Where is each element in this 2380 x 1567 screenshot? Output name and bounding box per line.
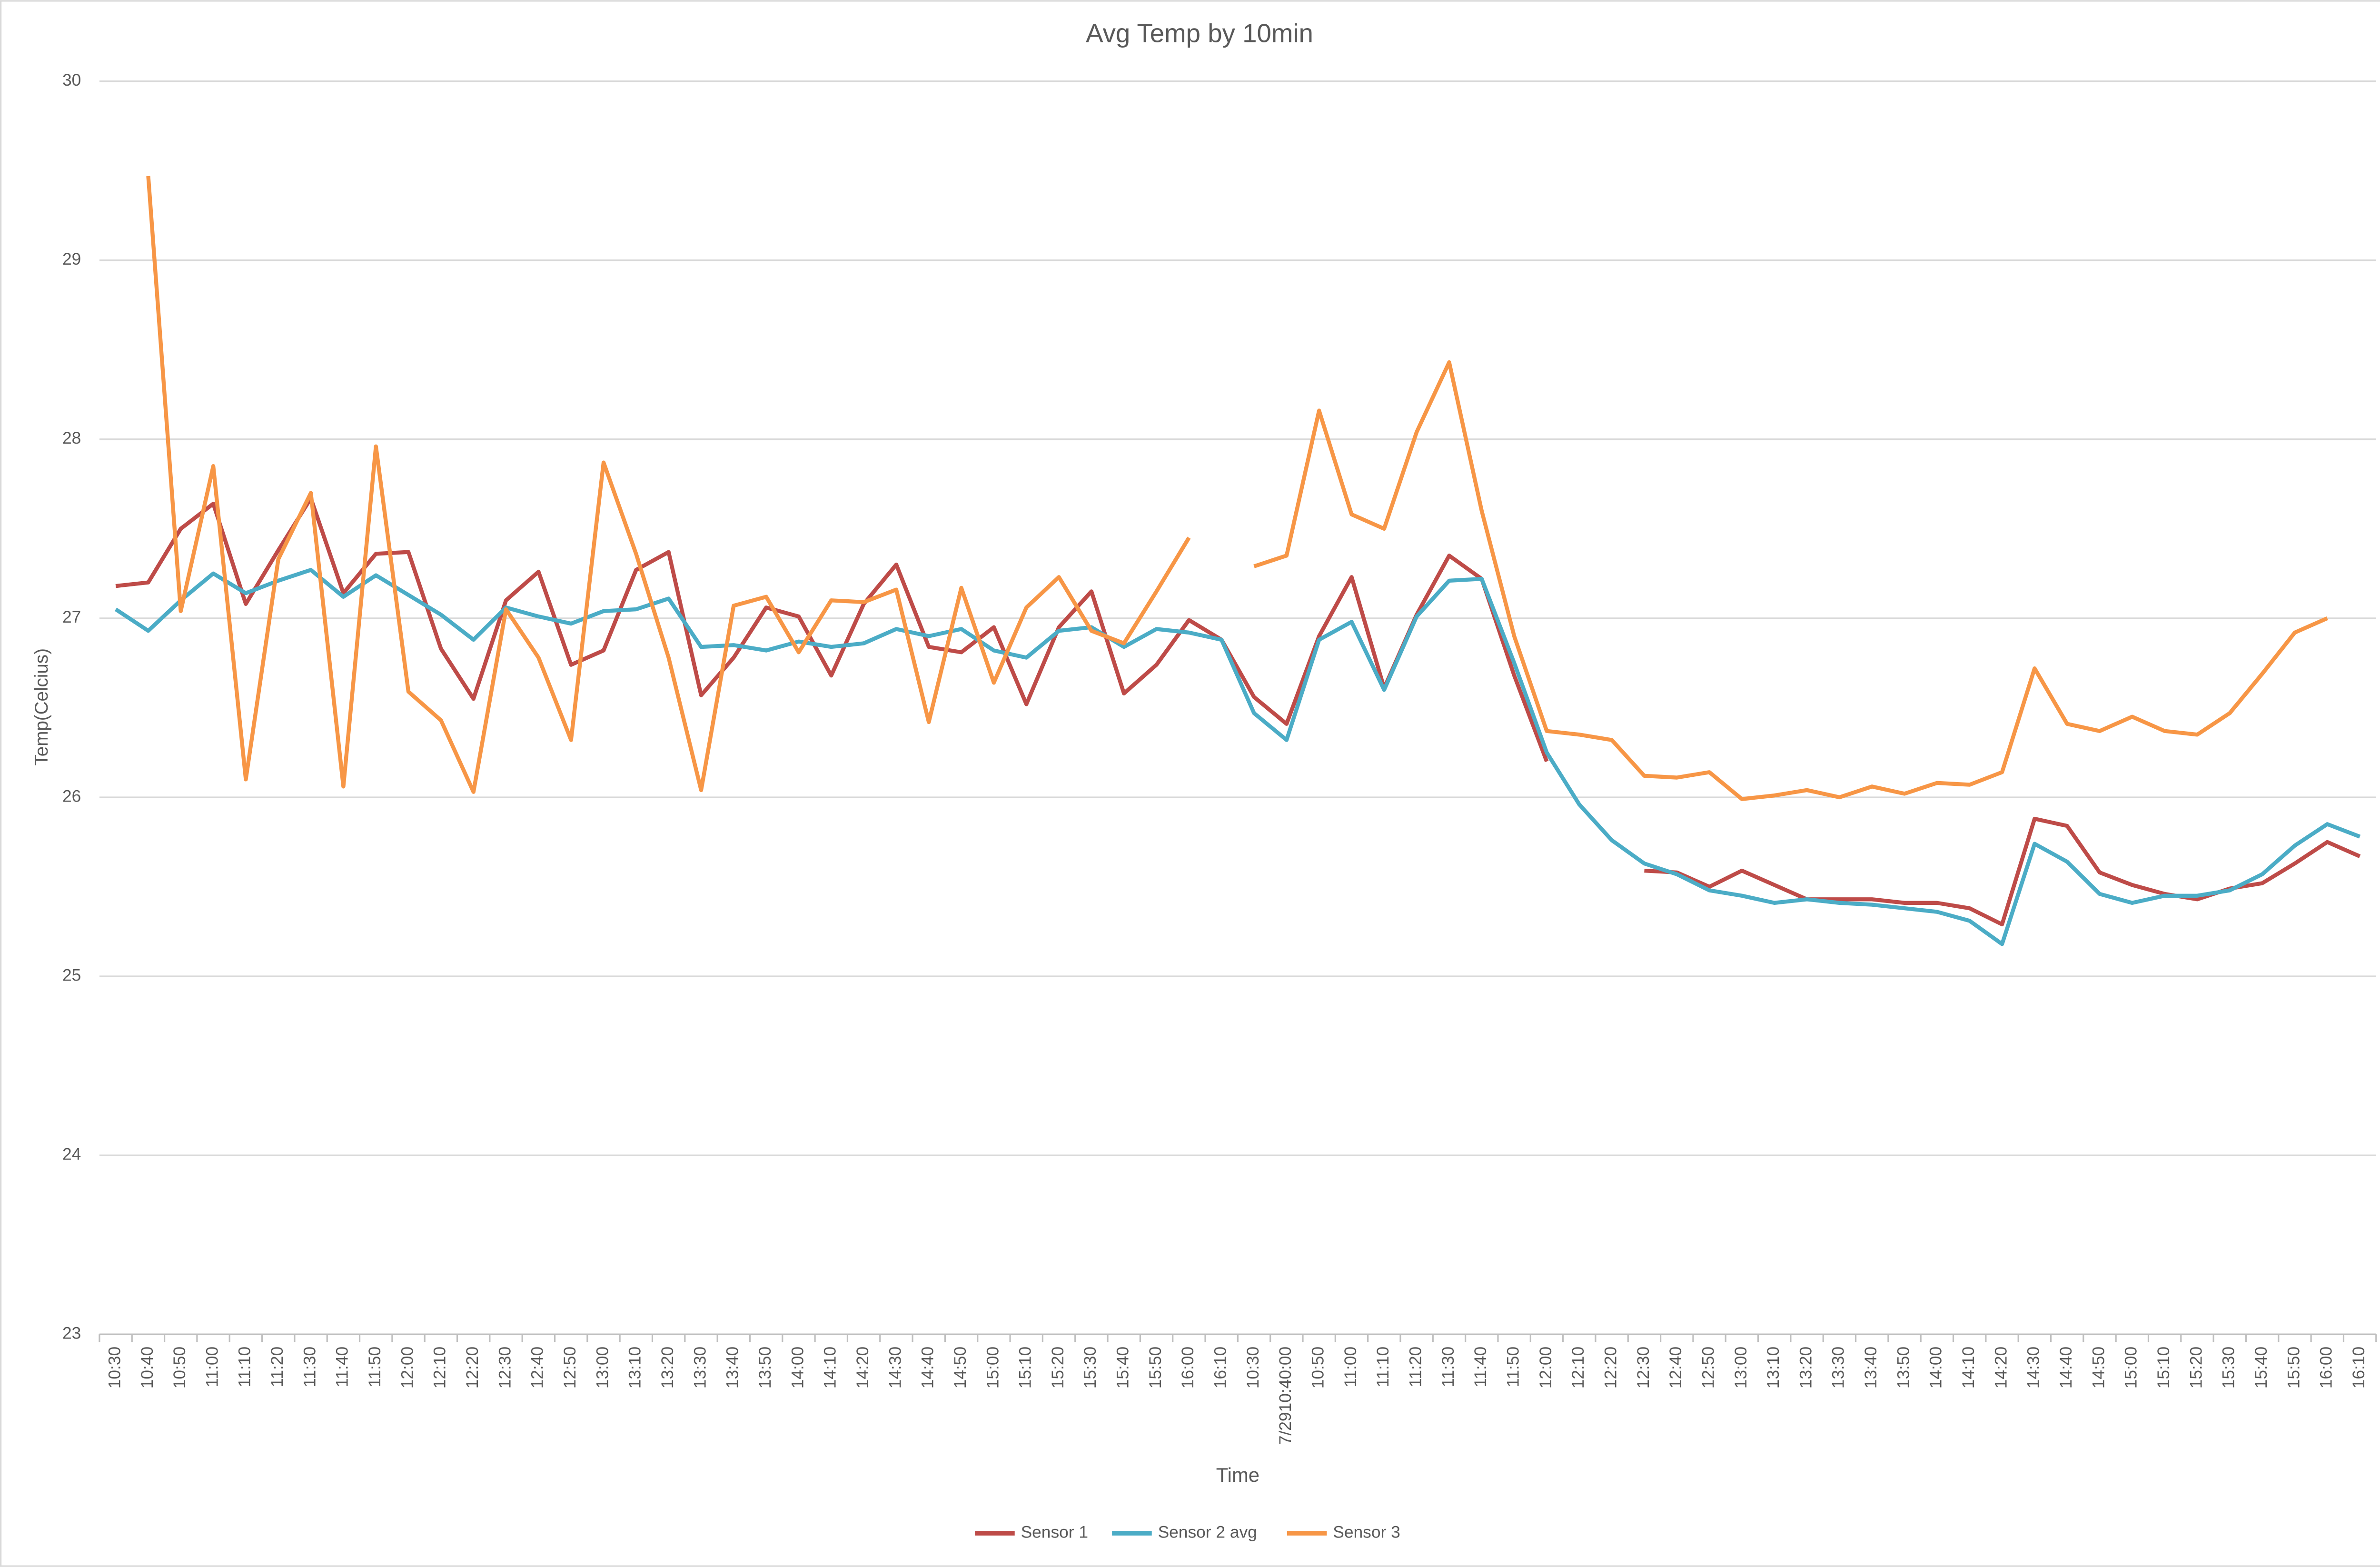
- x-tick-label: 13:30: [691, 1347, 709, 1388]
- y-tick-label: 29: [62, 250, 81, 268]
- y-axis-title: Temp(Celcius): [31, 648, 52, 765]
- x-tick-label: 14:00: [788, 1347, 807, 1388]
- x-tick-label: 7/2910:40:00: [1276, 1347, 1295, 1445]
- x-tick-label: 14:00: [1927, 1347, 1945, 1388]
- x-tick-label: 15:10: [1016, 1347, 1035, 1388]
- x-tick-label: 11:20: [268, 1347, 287, 1388]
- chart-title: Avg Temp by 10min: [1086, 19, 1313, 48]
- x-tick-label: 14:50: [951, 1347, 970, 1388]
- x-tick-label: 16:10: [2350, 1347, 2368, 1388]
- x-tick-label: 12:20: [1601, 1347, 1620, 1388]
- x-tick-label: 14:10: [821, 1347, 840, 1388]
- x-tick-label: 12:20: [463, 1347, 482, 1388]
- x-tick-label: 10:50: [1309, 1347, 1328, 1388]
- x-tick-label: 15:50: [1146, 1347, 1165, 1388]
- x-tick-label: 11:30: [300, 1347, 319, 1388]
- x-tick-label: 10:30: [105, 1347, 124, 1388]
- x-tick-label: 13:40: [1862, 1347, 1880, 1388]
- x-tick-label: 11:20: [1406, 1347, 1425, 1388]
- x-tick-label: 13:10: [1764, 1347, 1783, 1388]
- x-tick-label: 16:00: [2317, 1347, 2336, 1388]
- x-tick-label: 15:20: [1049, 1347, 1067, 1388]
- y-tick-label: 27: [62, 608, 81, 626]
- x-tick-label: 11:40: [1471, 1347, 1490, 1388]
- x-tick-label: 15:10: [2154, 1347, 2173, 1388]
- x-tick-label: 12:30: [1634, 1347, 1653, 1388]
- y-tick-label: 28: [62, 429, 81, 447]
- x-tick-label: 15:50: [2284, 1347, 2303, 1388]
- x-tick-label: 13:50: [756, 1347, 774, 1388]
- x-tick-label: 12:10: [1569, 1347, 1587, 1388]
- x-tick-label: 13:10: [626, 1347, 645, 1388]
- x-tick-label: 12:00: [1537, 1347, 1555, 1388]
- x-tick-label: 14:20: [853, 1347, 872, 1388]
- x-tick-label: 14:50: [2089, 1347, 2108, 1388]
- legend-label: Sensor 2 avg: [1158, 1523, 1257, 1541]
- x-tick-label: 14:20: [1992, 1347, 2010, 1388]
- x-tick-label: 12:50: [1699, 1347, 1717, 1388]
- y-tick-label: 25: [62, 966, 81, 984]
- x-tick-label: 10:40: [138, 1347, 157, 1388]
- y-tick-label: 30: [62, 71, 81, 89]
- x-tick-label: 13:20: [1796, 1347, 1815, 1388]
- y-tick-label: 24: [62, 1145, 81, 1163]
- x-tick-label: 15:00: [983, 1347, 1002, 1388]
- x-tick-label: 12:00: [398, 1347, 416, 1388]
- x-tick-label: 12:30: [496, 1347, 514, 1388]
- x-tick-label: 11:30: [1439, 1347, 1458, 1388]
- x-tick-label: 15:30: [1081, 1347, 1100, 1388]
- x-tick-label: 14:30: [2024, 1347, 2043, 1388]
- x-tick-label: 11:50: [1504, 1347, 1522, 1388]
- x-tick-label: 11:10: [1374, 1347, 1392, 1388]
- x-tick-label: 14:40: [919, 1347, 937, 1388]
- x-tick-label: 10:30: [1244, 1347, 1262, 1388]
- x-tick-label: 11:00: [203, 1347, 221, 1388]
- x-tick-label: 12:40: [1666, 1347, 1685, 1388]
- legend-label: Sensor 3: [1333, 1523, 1400, 1541]
- x-tick-label: 14:30: [886, 1347, 904, 1388]
- x-tick-label: 16:00: [1179, 1347, 1197, 1388]
- x-tick-label: 12:50: [561, 1347, 579, 1388]
- x-tick-label: 13:50: [1894, 1347, 1913, 1388]
- x-tick-label: 15:00: [2122, 1347, 2141, 1388]
- x-tick-label: 12:40: [528, 1347, 547, 1388]
- x-tick-label: 11:50: [366, 1347, 384, 1388]
- x-tick-label: 15:40: [1114, 1347, 1132, 1388]
- x-tick-label: 13:00: [593, 1347, 612, 1388]
- x-tick-label: 10:50: [170, 1347, 189, 1388]
- x-tick-label: 14:10: [1959, 1347, 1978, 1388]
- x-tick-label: 16:10: [1211, 1347, 1230, 1388]
- series-line: [146, 176, 2328, 801]
- x-tick-label: 12:10: [431, 1347, 449, 1388]
- series-line: [114, 568, 2361, 946]
- x-tick-label: 11:10: [236, 1347, 254, 1388]
- x-tick-label: 11:40: [333, 1347, 352, 1388]
- x-tick-label: 13:00: [1732, 1347, 1750, 1388]
- y-tick-label: 23: [62, 1324, 81, 1342]
- legend-label: Sensor 1: [1021, 1523, 1088, 1541]
- x-tick-label: 13:40: [724, 1347, 742, 1388]
- x-tick-label: 15:40: [2252, 1347, 2271, 1388]
- x-axis-title: Time: [1216, 1464, 1259, 1486]
- x-tick-label: 15:20: [2187, 1347, 2205, 1388]
- x-tick-label: 14:40: [2057, 1347, 2075, 1388]
- x-tick-label: 11:00: [1341, 1347, 1360, 1388]
- x-tick-label: 13:30: [1829, 1347, 1848, 1388]
- x-tick-label: 13:20: [658, 1347, 677, 1388]
- y-tick-label: 26: [62, 787, 81, 805]
- x-tick-label: 15:30: [2220, 1347, 2238, 1388]
